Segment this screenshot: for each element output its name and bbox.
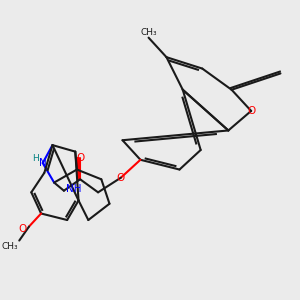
Text: O: O (117, 173, 125, 183)
Text: O: O (19, 224, 27, 235)
Text: CH₃: CH₃ (140, 28, 157, 37)
Text: CH₃: CH₃ (2, 242, 18, 251)
Text: O: O (247, 106, 255, 116)
Text: H: H (32, 154, 39, 163)
Text: N: N (39, 158, 46, 168)
Text: NH: NH (66, 184, 81, 194)
Text: O: O (76, 153, 84, 163)
